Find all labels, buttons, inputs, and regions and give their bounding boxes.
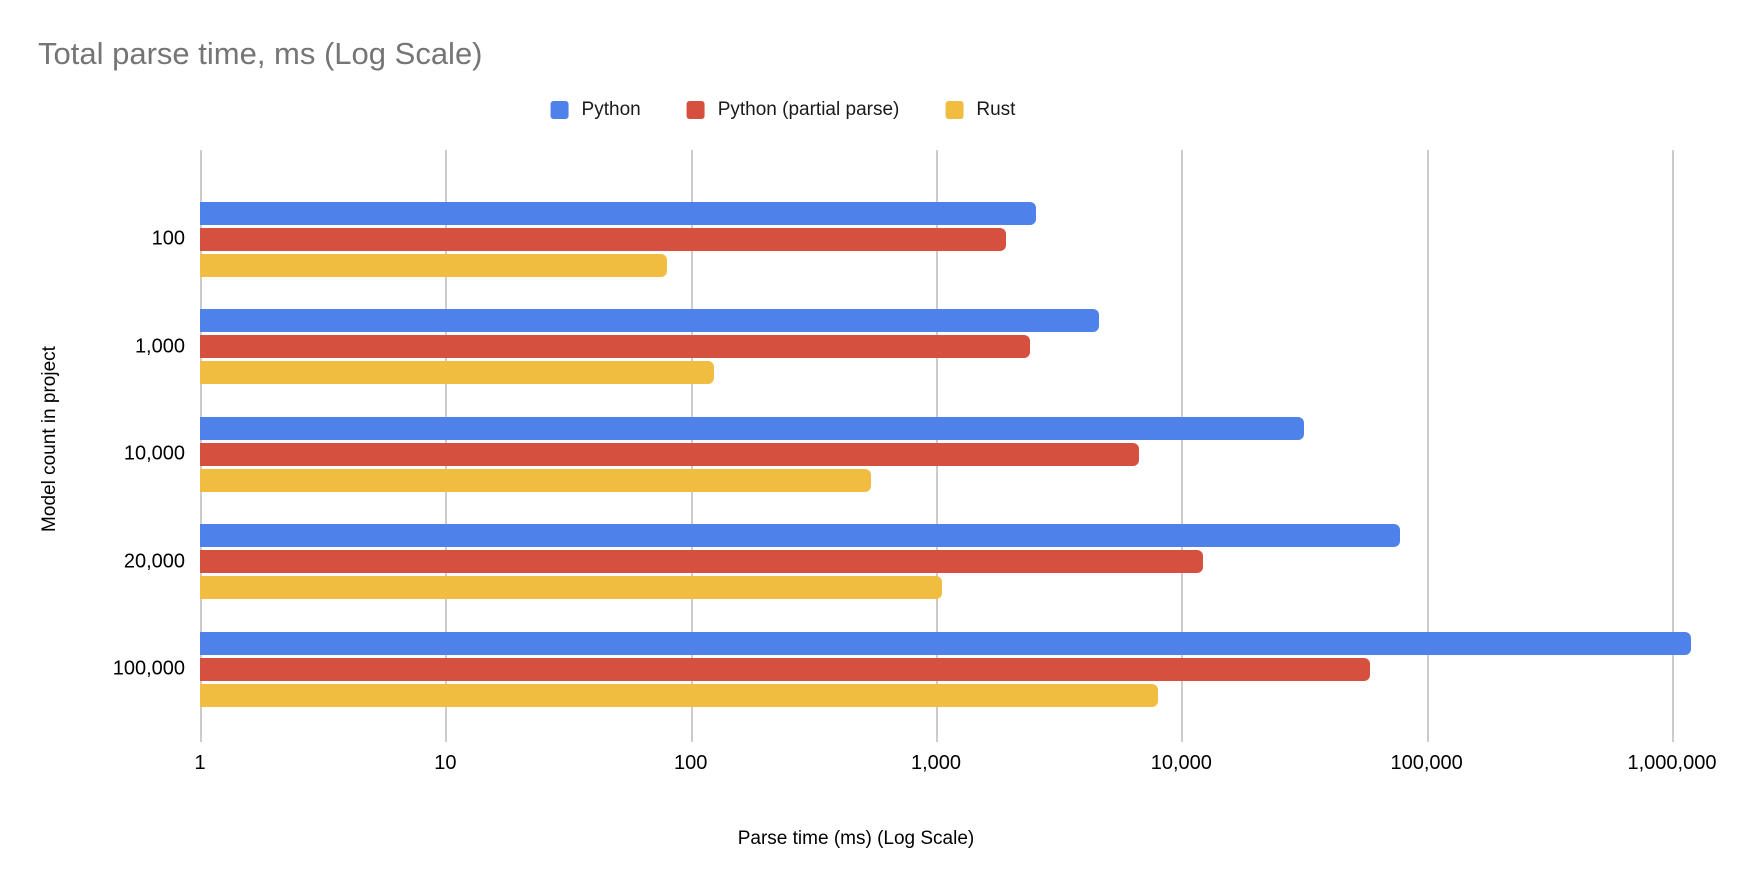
plot-area bbox=[200, 150, 1710, 742]
y-axis-title: Model count in project bbox=[39, 346, 60, 532]
legend-item-rust: Rust bbox=[945, 99, 1015, 121]
legend-label: Python (partial parse) bbox=[717, 99, 900, 120]
legend-swatch bbox=[686, 101, 705, 119]
x-axis-labels: 1 10 100 1,000 10,000 100,000 1,000,000 bbox=[194, 752, 1716, 780]
bar-rust-1000 bbox=[200, 361, 714, 384]
gridline bbox=[1181, 150, 1184, 742]
bar-rust-100 bbox=[200, 253, 667, 277]
x-tick-label: 1,000,000 bbox=[1627, 752, 1717, 774]
gridline bbox=[1671, 150, 1674, 742]
bar-python-partial-parse-100 bbox=[200, 227, 1006, 251]
bar-rust-20000 bbox=[200, 576, 943, 599]
legend-item-python: Python bbox=[550, 99, 641, 121]
legend-label: Rust bbox=[976, 99, 1016, 120]
legend-label: Python bbox=[581, 99, 641, 120]
x-tick-label: 10 bbox=[434, 752, 457, 774]
legend: Python Python (partial parse) Rust bbox=[550, 99, 1015, 121]
x-tick-label: 100 bbox=[673, 752, 708, 774]
y-tick-label: 10,000 bbox=[123, 442, 185, 465]
y-tick-label: 20,000 bbox=[123, 550, 185, 572]
y-tick-label: 100 bbox=[151, 227, 185, 250]
x-tick-label: 1 bbox=[194, 752, 206, 774]
gridline bbox=[1426, 150, 1429, 742]
bar-rust-10000 bbox=[200, 468, 872, 492]
x-tick-label: 1,000 bbox=[910, 752, 962, 774]
bar-python-100000 bbox=[200, 631, 1692, 655]
bar-python-100 bbox=[200, 201, 1036, 225]
bar-python-partial-parse-10000 bbox=[200, 442, 1139, 466]
bar-python-partial-parse-1000 bbox=[200, 335, 1031, 358]
x-axis-title: Parse time (ms) (Log Scale) bbox=[737, 828, 975, 849]
x-tick-label: 10,000 bbox=[1150, 752, 1212, 774]
bar-python-partial-parse-20000 bbox=[200, 550, 1204, 573]
legend-item-python-partial-parse: Python (partial parse) bbox=[686, 99, 900, 121]
bar-python-1000 bbox=[200, 309, 1099, 332]
y-tick-label: 1,000 bbox=[134, 335, 185, 357]
legend-swatch bbox=[550, 101, 569, 119]
y-axis-labels: 100 1,000 10,000 20,000 100,000 bbox=[0, 150, 185, 728]
legend-swatch bbox=[945, 101, 964, 119]
x-tick-label: 100,000 bbox=[1390, 752, 1463, 774]
bar-python-20000 bbox=[200, 524, 1400, 547]
bar-python-partial-parse-100000 bbox=[200, 657, 1371, 681]
bar-rust-100000 bbox=[200, 683, 1158, 707]
chart-title: Total parse time, ms (Log Scale) bbox=[38, 36, 483, 71]
y-tick-label: 100,000 bbox=[112, 657, 185, 680]
bar-python-10000 bbox=[200, 416, 1304, 440]
